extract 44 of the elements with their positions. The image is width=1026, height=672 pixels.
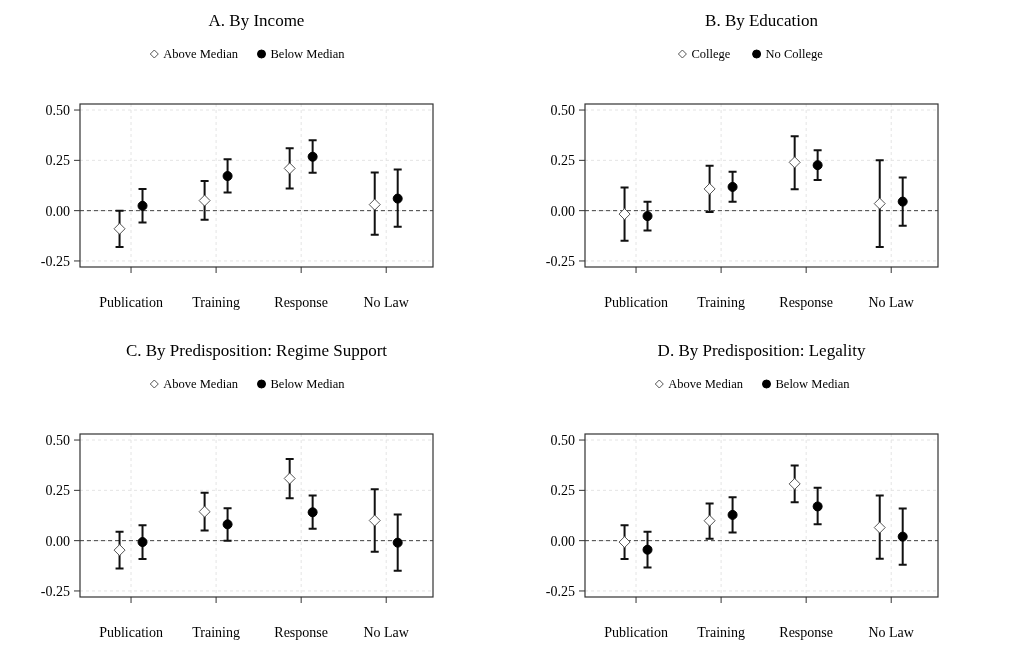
x-tick-label: Publication: [604, 295, 668, 310]
y-tick-label: 0.00: [45, 203, 70, 219]
y-tick-label: 0.25: [550, 153, 575, 169]
y-tick-label: -0.25: [40, 583, 70, 599]
legend-label: Above Median: [668, 377, 744, 391]
y-tick-label: 0.50: [550, 432, 575, 448]
x-tick-label: Publication: [99, 295, 163, 310]
x-tick-label: Publication: [604, 625, 668, 640]
x-tick-label: No Law: [868, 625, 915, 640]
y-tick-label: 0.50: [550, 102, 575, 118]
y-tick-label: 0.00: [550, 203, 575, 219]
chart-title: A. By Income: [208, 11, 305, 30]
y-tick-label: 0.50: [45, 432, 70, 448]
x-tick-label: No Law: [363, 295, 410, 310]
x-tick-label: Training: [192, 625, 240, 640]
y-tick-label: 0.25: [45, 153, 70, 169]
legend-label: Below Median: [775, 377, 851, 391]
x-tick-label: No Law: [868, 295, 915, 310]
chart-title: B. By Education: [705, 11, 819, 30]
x-tick-label: Training: [192, 295, 240, 310]
legend-label: Above Median: [163, 47, 239, 61]
x-tick-label: Response: [779, 295, 833, 310]
x-tick-label: Publication: [99, 625, 163, 640]
y-tick-label: -0.25: [40, 253, 70, 269]
y-tick-label: 0.00: [550, 533, 575, 549]
y-tick-label: 0.00: [45, 533, 70, 549]
chart-title: D. By Predisposition: Legality: [657, 341, 866, 360]
legend-label: Below Median: [270, 47, 346, 61]
x-tick-label: Response: [274, 295, 328, 310]
y-tick-label: -0.25: [545, 583, 575, 599]
legend-label: No College: [765, 47, 824, 61]
x-tick-label: Response: [779, 625, 833, 640]
legend-label: Below Median: [270, 377, 346, 391]
x-tick-label: Training: [697, 295, 745, 310]
y-tick-label: 0.50: [45, 102, 70, 118]
x-tick-label: Training: [697, 625, 745, 640]
x-tick-label: Response: [274, 625, 328, 640]
y-tick-label: 0.25: [45, 483, 70, 499]
legend-label: College: [691, 47, 731, 61]
y-tick-label: -0.25: [545, 253, 575, 269]
y-tick-label: 0.25: [550, 483, 575, 499]
legend-label: Above Median: [163, 377, 239, 391]
x-tick-label: No Law: [363, 625, 410, 640]
chart-title: C. By Predisposition: Regime Support: [125, 341, 388, 360]
